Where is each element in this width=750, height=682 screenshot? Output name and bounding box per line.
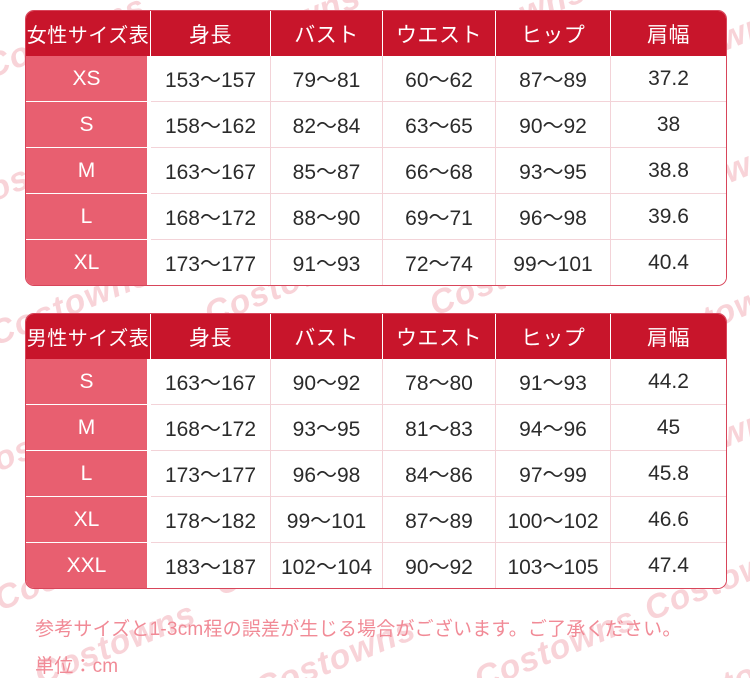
cell-height: 153～157: [151, 56, 271, 101]
table-row: M 163～167 85～87 66～68 93～95 38.8: [26, 147, 726, 193]
size-label: S: [26, 101, 151, 147]
cell-height: 168～172: [151, 193, 271, 239]
cell-height: 168～172: [151, 404, 271, 450]
cell-hip: 100～102: [496, 496, 611, 542]
cell-waist: 66～68: [383, 147, 496, 193]
size-label: S: [26, 359, 151, 404]
table-row: XXL 183～187 102～104 90～92 103～105 47.4: [26, 542, 726, 588]
table-row: M 168～172 93～95 81～83 94～96 45: [26, 404, 726, 450]
column-header-height: 身長: [151, 314, 271, 359]
column-header-bust: バスト: [271, 314, 383, 359]
cell-bust: 93～95: [271, 404, 383, 450]
table-row: L 168～172 88～90 69～71 96～98 39.6: [26, 193, 726, 239]
cell-height: 178～182: [151, 496, 271, 542]
size-label: L: [26, 450, 151, 496]
cell-hip: 94～96: [496, 404, 611, 450]
cell-waist: 90～92: [383, 542, 496, 588]
cell-hip: 87～89: [496, 56, 611, 101]
cell-shoulder: 47.4: [611, 542, 726, 588]
cell-bust: 102～104: [271, 542, 383, 588]
table-row: XS 153～157 79～81 60～62 87～89 37.2: [26, 56, 726, 101]
cell-bust: 82～84: [271, 101, 383, 147]
cell-waist: 60～62: [383, 56, 496, 101]
womens-size-table: 女性サイズ表 身長 バスト ウエスト ヒップ 肩幅 XS 153～157 79～…: [25, 10, 727, 286]
cell-height: 173～177: [151, 450, 271, 496]
cell-height: 183～187: [151, 542, 271, 588]
size-label: XXL: [26, 542, 151, 588]
cell-shoulder: 46.6: [611, 496, 726, 542]
womens-table-body: XS 153～157 79～81 60～62 87～89 37.2 S 158～…: [26, 56, 726, 285]
cell-waist: 69～71: [383, 193, 496, 239]
cell-waist: 78～80: [383, 359, 496, 404]
table-row: S 163～167 90～92 78～80 91～93 44.2: [26, 359, 726, 404]
cell-waist: 84～86: [383, 450, 496, 496]
cell-shoulder: 37.2: [611, 56, 726, 101]
column-header-hip: ヒップ: [496, 314, 611, 359]
cell-height: 173～177: [151, 239, 271, 285]
cell-shoulder: 45: [611, 404, 726, 450]
cell-waist: 63～65: [383, 101, 496, 147]
cell-shoulder: 38: [611, 101, 726, 147]
mens-size-table: 男性サイズ表 身長 バスト ウエスト ヒップ 肩幅 S 163～167 90～9…: [25, 313, 727, 589]
table-row: XL 173～177 91～93 72～74 99～101 40.4: [26, 239, 726, 285]
column-header-shoulder: 肩幅: [611, 314, 726, 359]
cell-waist: 81～83: [383, 404, 496, 450]
column-header-hip: ヒップ: [496, 11, 611, 56]
column-header-bust: バスト: [271, 11, 383, 56]
womens-table-header: 女性サイズ表 身長 バスト ウエスト ヒップ 肩幅: [26, 11, 726, 56]
size-label: M: [26, 147, 151, 193]
mens-table-header: 男性サイズ表 身長 バスト ウエスト ヒップ 肩幅: [26, 314, 726, 359]
cell-hip: 93～95: [496, 147, 611, 193]
cell-bust: 79～81: [271, 56, 383, 101]
cell-hip: 90～92: [496, 101, 611, 147]
mens-table-body: S 163～167 90～92 78～80 91～93 44.2 M 168～1…: [26, 359, 726, 588]
cell-hip: 91～93: [496, 359, 611, 404]
cell-bust: 96～98: [271, 450, 383, 496]
unit-note: 単位：cm: [35, 656, 119, 678]
table-row: L 173～177 96～98 84～86 97～99 45.8: [26, 450, 726, 496]
cell-shoulder: 44.2: [611, 359, 726, 404]
column-header-waist: ウエスト: [383, 11, 496, 56]
cell-bust: 90～92: [271, 359, 383, 404]
footer-notes: 参考サイズと1-3cm程の誤差が生じる場合がございます。ご了承ください。 単位：…: [25, 615, 725, 682]
size-label: XL: [26, 239, 151, 285]
table-row: XL 178～182 99～101 87～89 100～102 46.6: [26, 496, 726, 542]
cell-shoulder: 39.6: [611, 193, 726, 239]
cell-waist: 87～89: [383, 496, 496, 542]
size-label: XL: [26, 496, 151, 542]
cell-bust: 91～93: [271, 239, 383, 285]
size-label: L: [26, 193, 151, 239]
cell-bust: 88～90: [271, 193, 383, 239]
column-header-shoulder: 肩幅: [611, 11, 726, 56]
cell-hip: 96～98: [496, 193, 611, 239]
column-header-waist: ウエスト: [383, 314, 496, 359]
tolerance-note: 参考サイズと1-3cm程の誤差が生じる場合がございます。ご了承ください。: [35, 619, 682, 640]
column-header-title: 男性サイズ表: [26, 314, 151, 359]
cell-bust: 99～101: [271, 496, 383, 542]
cell-shoulder: 38.8: [611, 147, 726, 193]
size-label: XS: [26, 56, 151, 101]
column-header-height: 身長: [151, 11, 271, 56]
cell-bust: 85～87: [271, 147, 383, 193]
cell-shoulder: 45.8: [611, 450, 726, 496]
cell-shoulder: 40.4: [611, 239, 726, 285]
cell-height: 163～167: [151, 359, 271, 404]
cell-hip: 99～101: [496, 239, 611, 285]
table-row: S 158～162 82～84 63～65 90～92 38: [26, 101, 726, 147]
column-header-title: 女性サイズ表: [26, 11, 151, 56]
cell-height: 163～167: [151, 147, 271, 193]
cell-waist: 72～74: [383, 239, 496, 285]
cell-hip: 97～99: [496, 450, 611, 496]
table-header-row: 女性サイズ表 身長 バスト ウエスト ヒップ 肩幅: [26, 11, 726, 56]
cell-height: 158～162: [151, 101, 271, 147]
size-label: M: [26, 404, 151, 450]
cell-hip: 103～105: [496, 542, 611, 588]
table-header-row: 男性サイズ表 身長 バスト ウエスト ヒップ 肩幅: [26, 314, 726, 359]
